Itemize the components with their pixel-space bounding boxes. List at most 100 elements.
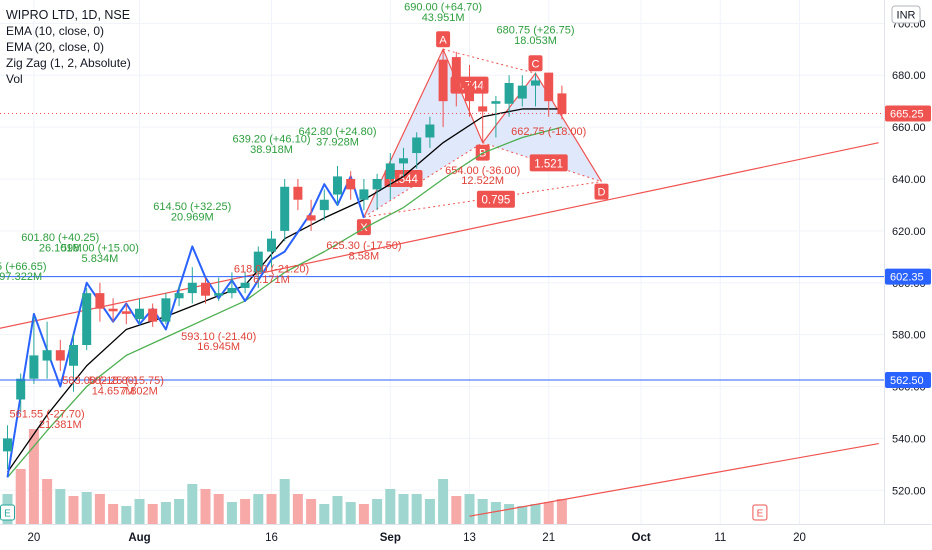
pivot-label: 680.75 (+26.75) [497, 25, 575, 37]
pivot-label: 601.80 (+40.25) [21, 232, 99, 244]
pattern-ratio-label: 1.521 [534, 158, 563, 170]
price-tick-label: 540.00 [892, 433, 926, 445]
volume-bar [438, 479, 449, 524]
candle-body [227, 287, 237, 294]
pivot-label: 690.00 (+64.70) [404, 1, 482, 13]
candle-body [319, 199, 329, 211]
volume-bar [424, 499, 435, 524]
indicator-zigzag[interactable]: Zig Zag (1, 2, Absolute) [6, 56, 131, 70]
time-tick-label: 21 [542, 532, 555, 544]
pivot-label: 97.322M [0, 271, 42, 283]
volume-bar [477, 499, 488, 524]
volume-bar [332, 496, 343, 524]
candle-body [3, 438, 12, 452]
volume-bar [134, 499, 145, 524]
pivot-label: 38.918M [250, 144, 293, 156]
hline-price-label: 602.35 [890, 272, 924, 284]
trend-line [469, 442, 879, 517]
price-tick-label: 680.00 [892, 70, 926, 82]
indicator-volume[interactable]: Vol [6, 72, 23, 86]
price-axis[interactable]: 520.00540.00560.00580.00600.00620.00640.… [884, 0, 932, 550]
volume-bar [306, 499, 317, 524]
pivot-label: 5.834M [82, 253, 119, 265]
volume-bar [240, 499, 251, 524]
pivot-label: 37.928M [316, 136, 359, 148]
candle-body [267, 238, 276, 252]
volume-bar [213, 494, 224, 524]
pivot-label: 14.657M [92, 385, 135, 397]
candle-body [82, 293, 92, 346]
candle-body [201, 282, 210, 296]
time-tick-label: 11 [714, 532, 726, 544]
candle-body [16, 378, 26, 400]
horizontal-lines[interactable] [0, 112, 884, 381]
candle-body [214, 293, 224, 296]
candle-body [69, 345, 78, 366]
earnings-marker-label: E [4, 509, 11, 520]
pattern-triangle-bcd [482, 73, 602, 182]
volume-bar [200, 489, 211, 524]
time-axis[interactable]: 20 Aug 16 Sep 13 21 Oct 11 20 [0, 524, 932, 550]
candle-body [385, 163, 395, 179]
candle-body [333, 176, 342, 195]
volume-bar [160, 502, 171, 524]
pivot-label: 18.053M [514, 35, 557, 47]
time-axis-bg [0, 524, 932, 550]
volume-bar [556, 499, 567, 524]
price-tick-label: 640.00 [892, 174, 926, 186]
candle-body [253, 251, 263, 273]
candle-body [491, 101, 501, 104]
candle-body [174, 293, 184, 299]
pivot-label: 593.10 (-21.40) [181, 331, 256, 343]
pattern-ratio-badge [529, 154, 568, 172]
volume-bar [68, 496, 79, 524]
candle-body [478, 106, 488, 112]
volume-bar [108, 504, 119, 524]
candle-body [517, 85, 527, 99]
candlesticks [3, 49, 567, 470]
volume-bar [187, 484, 198, 524]
last-price-badge [885, 105, 931, 122]
pattern-ratio-badge [476, 190, 515, 208]
trend-line [0, 142, 879, 329]
pivot-label: 614.50 (+32.25) [153, 201, 231, 213]
candle-body [465, 85, 474, 102]
pivot-label: 589.25 (+66.65) [0, 261, 46, 273]
volume-bar [15, 469, 26, 524]
pivot-label: 26.101M [39, 243, 82, 255]
volume-bar [279, 479, 290, 524]
pivot-label: 16.945M [197, 341, 240, 353]
volume-bar [451, 496, 462, 524]
pattern-ratio-line [363, 142, 483, 218]
time-tick-label: Sep [380, 532, 401, 544]
candle-body [161, 298, 171, 322]
indicator-ema10[interactable]: EMA (10, close, 0) [6, 24, 105, 38]
pivot-label: 43.951M [422, 12, 465, 24]
indicator-ema20[interactable]: EMA (20, close, 0) [6, 40, 105, 54]
pattern-point-badge [436, 31, 451, 48]
pivot-label: 642.80 (+24.80) [299, 126, 377, 138]
trend-lines[interactable] [0, 142, 879, 517]
pivot-label: 21.381M [39, 419, 82, 431]
candle-body [359, 189, 369, 200]
volume-bar [266, 494, 277, 524]
volume-bar [81, 492, 92, 524]
candle-body [29, 355, 39, 379]
candle-body [293, 186, 303, 200]
ema20-line [7, 126, 563, 478]
currency-badge [891, 5, 921, 24]
price-tick-label: 520.00 [892, 485, 926, 497]
pivot-label: 6.171M [253, 274, 290, 286]
symbol-title[interactable]: WIPRO LTD, 1D, NSE [6, 8, 131, 22]
pivot-label: 582.25 (-15.75) [89, 375, 164, 387]
pivot-label: 8.58M [349, 250, 380, 262]
candle-body [425, 124, 435, 138]
pattern-ratio-label: 0.544 [389, 174, 418, 186]
pivot-label: 20.969M [171, 211, 214, 223]
earnings-marker-label: E [757, 509, 764, 520]
volume-bars [2, 429, 567, 524]
candle-body [280, 186, 290, 231]
pivot-label: 598.00 (+15.00) [61, 243, 139, 255]
